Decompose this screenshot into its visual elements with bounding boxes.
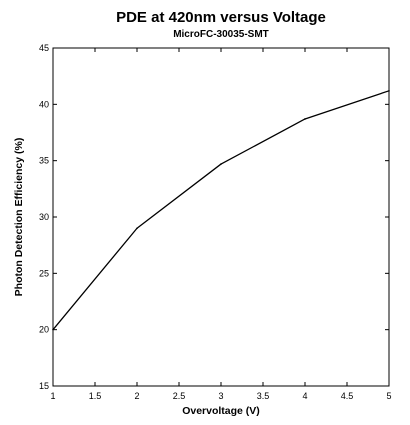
y-axis-ticks: 15 20 25 30 35 40 45 — [39, 43, 389, 391]
y-tick-label: 30 — [39, 212, 49, 222]
x-tick-label: 1 — [50, 391, 55, 401]
x-tick-label: 2.5 — [173, 391, 186, 401]
y-tick-label: 15 — [39, 381, 49, 391]
y-tick-label: 40 — [39, 99, 49, 109]
x-tick-label: 4 — [302, 391, 307, 401]
x-tick-label: 5 — [386, 391, 391, 401]
x-tick-label: 4.5 — [341, 391, 354, 401]
x-axis-label: Overvoltage (V) — [182, 405, 260, 417]
chart-title: PDE at 420nm versus Voltage — [116, 9, 326, 26]
x-tick-label: 2 — [134, 391, 139, 401]
pde-series-line — [52, 90, 390, 331]
y-tick-label: 20 — [39, 325, 49, 335]
pde-data-point — [304, 118, 306, 120]
series-layer — [52, 90, 390, 331]
x-axis-ticks: 1 1.5 2 2.5 3 3.5 4 4.5 5 — [50, 48, 392, 401]
y-axis-label: Photon Detection Efficiency (%) — [13, 138, 25, 297]
pde-data-point — [136, 227, 138, 230]
y-tick-label: 35 — [39, 156, 49, 166]
y-tick-label: 25 — [39, 268, 49, 278]
x-tick-label: 1.5 — [89, 391, 102, 401]
pde-data-point — [388, 90, 390, 92]
chart-subtitle: MicroFC-30035-SMT — [173, 29, 269, 40]
plot-area-frame — [52, 47, 390, 387]
x-tick-label: 3 — [218, 391, 223, 401]
y-tick-label: 45 — [39, 43, 49, 53]
pde-data-point — [220, 163, 222, 165]
x-tick-label: 3.5 — [257, 391, 270, 401]
pde-data-point — [52, 328, 54, 331]
